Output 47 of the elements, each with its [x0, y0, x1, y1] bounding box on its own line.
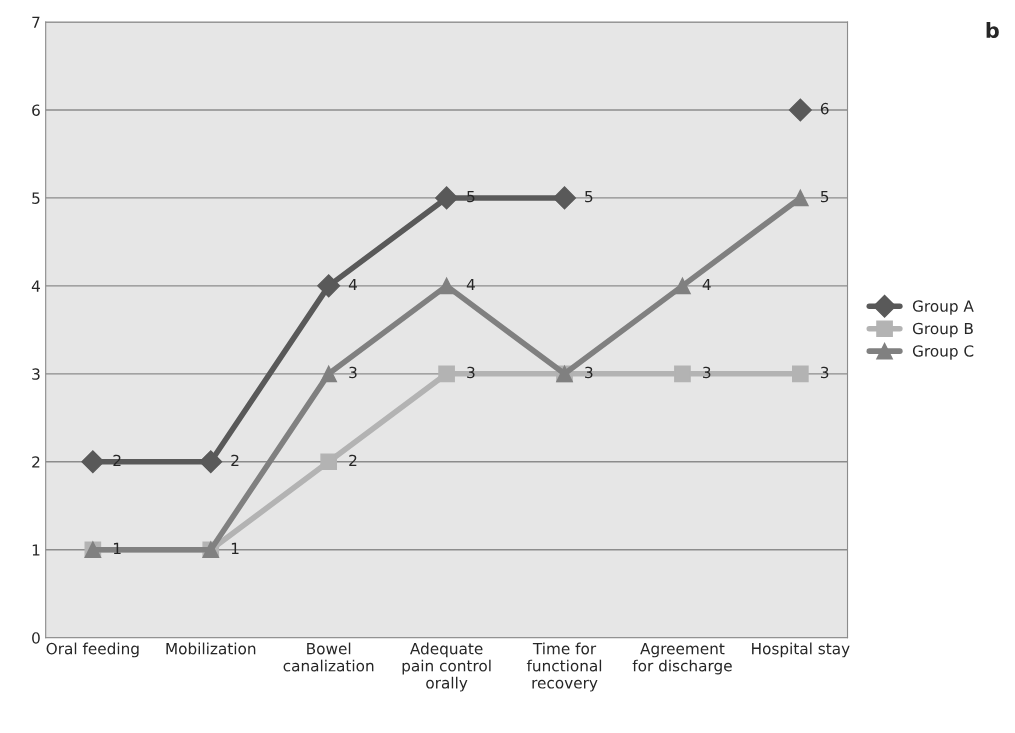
text: b [986, 21, 999, 39]
point [788, 98, 812, 122]
point [199, 450, 223, 474]
point [438, 277, 455, 295]
x-tick-label: Oral feeding [46, 642, 139, 658]
y-tick-label: 1 [32, 544, 40, 556]
data-label: 6 [820, 102, 829, 115]
x-tick-label: Time for functional recovery [526, 642, 602, 692]
point [792, 189, 809, 207]
y-tick-label: 4 [31, 280, 40, 292]
y-tick-label: 2 [32, 456, 40, 468]
legend-label: Group C [912, 345, 974, 360]
y-tick-label: 5 [32, 192, 40, 204]
point [317, 274, 341, 298]
x-tick-label: Adequate pain control orally [402, 642, 491, 692]
data-label: 3 [467, 366, 475, 379]
point [674, 365, 691, 383]
data-label: 3 [349, 366, 357, 379]
x-tick-label: Bowel canalization [283, 642, 374, 672]
data-label: 5 [585, 190, 593, 203]
x-tick-label: Mobilization [166, 642, 256, 655]
point [792, 365, 809, 383]
point [81, 450, 105, 474]
point [674, 277, 691, 295]
data-label: 1 [231, 542, 239, 554]
point [438, 365, 455, 383]
y-tick-label: 3 [32, 368, 40, 380]
y-tick-label: 0 [32, 632, 40, 644]
y-tick-label: 7 [32, 16, 40, 28]
legend-label: Group A [912, 300, 974, 315]
data-label: 3 [585, 366, 593, 379]
data-label: 3 [703, 366, 711, 379]
data-label: 4 [702, 278, 711, 291]
data-label: 2 [231, 454, 239, 467]
y-tick-label: 6 [32, 104, 40, 116]
x-tick-label: Agreement for discharge [632, 643, 732, 675]
point [553, 186, 577, 210]
point [320, 453, 338, 471]
data-label: 4 [348, 278, 357, 291]
x-tick-label: Hospital stay [752, 642, 850, 658]
point [435, 186, 459, 210]
data-label: 3 [820, 366, 829, 379]
legend-label: Group B [912, 322, 973, 338]
point [320, 365, 338, 383]
data-label: 2 [349, 454, 357, 467]
data-label: 5 [820, 190, 829, 203]
data-label: 4 [466, 278, 475, 291]
